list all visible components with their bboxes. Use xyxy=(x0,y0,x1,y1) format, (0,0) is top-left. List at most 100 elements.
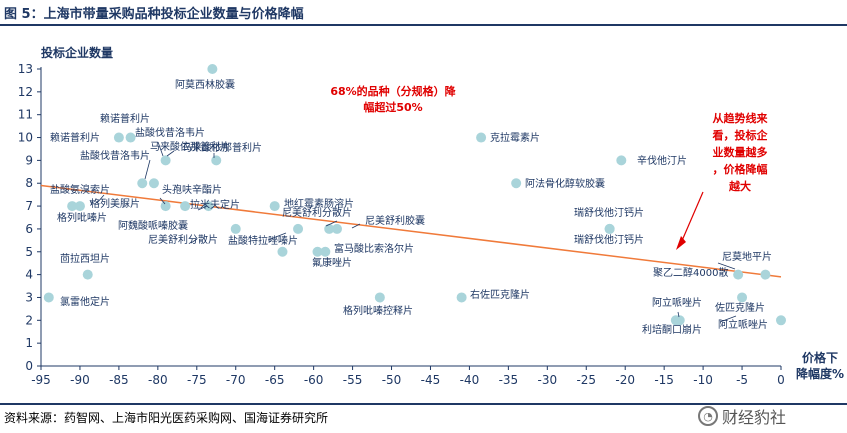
leader-line xyxy=(197,205,208,211)
data-point xyxy=(207,64,218,74)
point-label: 富马酸比索洛尔片 xyxy=(334,242,414,255)
y-tick-label: 11 xyxy=(18,108,33,122)
point-label: 克拉霉素片 xyxy=(490,131,540,144)
x-tick-label: -10 xyxy=(693,373,713,387)
y-tick-label: 10 xyxy=(18,131,33,145)
point-label: 利培酮口崩片 xyxy=(642,323,702,336)
point-label: 阿立哌唑片 xyxy=(718,318,768,331)
x-axis-title-line1: 价格下 xyxy=(802,350,838,365)
x-tick-label: -50 xyxy=(382,373,402,387)
point-label: 瑞舒伐他汀钙片 xyxy=(574,206,644,219)
annotation-trend-line: 业数量越多 xyxy=(713,145,768,159)
annotation-trend-line: 看，投标企 xyxy=(713,128,769,142)
wechat-icon: ◔ xyxy=(698,406,718,426)
point-label: 尼美舒利分散片 xyxy=(282,206,352,219)
data-point xyxy=(277,246,288,257)
annotation-arrow-head xyxy=(676,236,686,250)
data-point xyxy=(82,269,93,280)
data-point xyxy=(160,201,171,212)
data-point xyxy=(320,246,331,257)
point-label: 盐酸特拉唑嗪片 xyxy=(228,234,298,247)
y-tick-label: 2 xyxy=(25,313,33,327)
point-label: 辛伐他汀片 xyxy=(637,154,687,167)
figure-title: 图 5：上海市带量采购品种投标企业数量与价格降幅 xyxy=(4,7,304,22)
x-axis-title-line2: 降幅度% xyxy=(796,366,844,381)
point-label: 头孢呋辛酯片 xyxy=(162,183,222,196)
data-point xyxy=(456,292,467,303)
y-tick-label: 9 xyxy=(25,153,33,167)
x-tick-label: -90 xyxy=(70,373,90,387)
x-tick-label: -85 xyxy=(109,373,129,387)
leader-line xyxy=(267,232,287,241)
data-point xyxy=(74,201,85,212)
data-point xyxy=(113,132,124,143)
data-point xyxy=(511,178,522,189)
data-point xyxy=(776,315,786,326)
data-point xyxy=(312,246,323,257)
point-label: 马来酸依那普利片 xyxy=(150,140,230,153)
x-tick-label: -25 xyxy=(576,373,596,387)
point-label: 聚乙二醇4000散 xyxy=(653,266,728,279)
point-label: 阿立哌唑片 xyxy=(652,296,702,309)
leader-line xyxy=(166,150,175,157)
point-label: 格列吡嗪控释片 xyxy=(343,304,413,317)
y-tick-label: 7 xyxy=(25,199,33,213)
title-rule xyxy=(0,24,847,26)
annotation-68pct-line: 68%的品种（分规格）降 xyxy=(330,84,456,98)
y-tick-label: 12 xyxy=(18,85,33,99)
point-label: 佐匹克隆片 xyxy=(715,301,765,314)
data-point xyxy=(293,223,304,234)
point-label: 地红霉素肠溶片 xyxy=(284,197,354,210)
leader-line xyxy=(677,311,680,318)
data-point xyxy=(67,201,78,212)
leader-line xyxy=(719,315,737,323)
point-label: 马来酸依那普利片 xyxy=(182,141,262,154)
x-tick-label: -30 xyxy=(538,373,558,387)
y-tick-label: 8 xyxy=(25,176,33,190)
annotation-trend-line: ，价格降幅 xyxy=(713,162,768,176)
data-point xyxy=(733,269,744,280)
watermark-text: 财经豹社 xyxy=(722,408,787,427)
x-tick-label: -60 xyxy=(304,373,324,387)
data-point xyxy=(160,155,171,166)
leader-line xyxy=(190,238,198,244)
data-point xyxy=(148,178,159,189)
data-point xyxy=(203,201,214,212)
x-tick-label: -5 xyxy=(736,373,748,387)
y-tick-label: 4 xyxy=(25,268,33,282)
x-tick-label: -65 xyxy=(265,373,285,387)
data-point xyxy=(43,292,54,303)
data-point xyxy=(180,201,191,212)
y-tick-label: 6 xyxy=(25,222,33,236)
point-label: 氯雷他定片 xyxy=(60,295,110,308)
leader-line xyxy=(89,199,93,206)
x-tick-label: -20 xyxy=(615,373,635,387)
data-point xyxy=(324,223,335,234)
x-tick-label: -15 xyxy=(654,373,674,387)
point-label: 阿魏酸哌嗪胶囊 xyxy=(118,219,188,232)
point-label: 盐酸氨溴索片 xyxy=(50,183,110,196)
data-point xyxy=(737,292,748,303)
leader-line xyxy=(157,141,164,157)
point-label: 拉米夫定片 xyxy=(190,198,240,211)
point-label: 盐酸伐昔洛韦片 xyxy=(80,149,150,162)
point-label: 瑞舒伐他汀钙片 xyxy=(574,233,644,246)
point-label: 阿法骨化醇软胶囊 xyxy=(525,177,605,190)
data-point xyxy=(125,132,136,143)
bottom-rule xyxy=(0,403,847,405)
annotation-trend-line: 越大 xyxy=(728,179,751,193)
source-note: 资料来源：药智网、上海市阳光医药采购网、国海证券研究所 xyxy=(4,411,329,425)
leader-line xyxy=(351,223,361,229)
point-label: 茴拉西坦片 xyxy=(60,252,110,265)
x-tick-label: -80 xyxy=(148,373,168,387)
x-tick-label: -45 xyxy=(421,373,441,387)
x-tick-label: -40 xyxy=(460,373,480,387)
annotation-trend-line: 从趋势线来 xyxy=(713,111,769,125)
x-tick-label: -70 xyxy=(226,373,246,387)
data-point xyxy=(476,132,487,143)
y-tick-label: 1 xyxy=(25,336,33,350)
y-tick-label: 5 xyxy=(25,245,33,259)
annotation-68pct-line: 幅超过50% xyxy=(363,100,422,114)
